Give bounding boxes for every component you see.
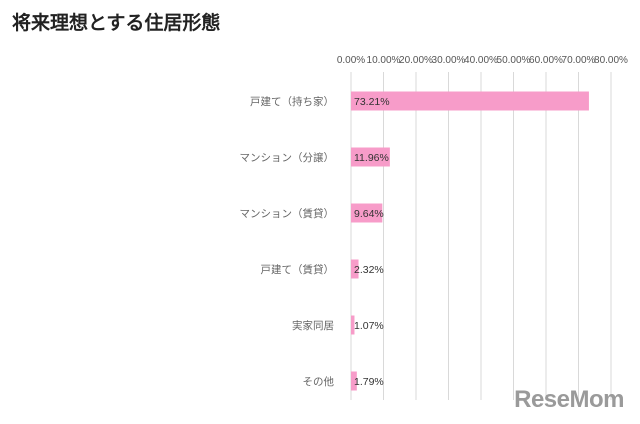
category-label: 戸建て（持ち家） [250, 95, 334, 108]
x-tick-label: 30.00% [432, 55, 466, 66]
bar [351, 315, 355, 335]
x-tick-label: 0.00% [337, 55, 365, 66]
x-tick-label: 10.00% [367, 55, 401, 66]
grid-lines [350, 72, 612, 400]
category-label: その他 [303, 375, 335, 388]
x-tick-label: 20.00% [399, 55, 433, 66]
x-tick-label: 40.00% [464, 55, 498, 66]
x-tick-label: 70.00% [562, 55, 596, 66]
data-label: 11.96% [354, 152, 389, 164]
data-label: 1.07% [354, 320, 384, 332]
category-label: 実家同居 [292, 319, 334, 332]
bar [351, 91, 589, 111]
bar [351, 371, 357, 391]
data-label: 1.79% [354, 376, 384, 388]
bar [351, 203, 383, 223]
chart-title: 将来理想とする住居形態 [12, 12, 221, 34]
bar [351, 259, 359, 279]
data-label: 2.32% [354, 264, 384, 276]
x-tick-label: 50.00% [497, 55, 531, 66]
watermark-logo: ReseMom [514, 386, 624, 413]
x-tick-label: 80.00% [594, 55, 628, 66]
category-label: マンション（分譲） [240, 151, 335, 164]
x-axis-ticks: 0.00% 10.00%20.00%30.00%40.00%50.00%60.00… [337, 55, 628, 66]
data-label: 9.64% [354, 208, 384, 220]
category-label: マンション（賃貸） [240, 207, 335, 220]
bars: 戸建て（持ち家） 73.21% マンション（分譲） 11.96% マンション（賃貸） 9.… [240, 91, 589, 391]
data-label: 73.21% [354, 96, 390, 108]
bar [351, 147, 390, 167]
category-label: 戸建て（賃貸） [261, 263, 335, 276]
x-tick-label: 60.00% [529, 55, 563, 66]
